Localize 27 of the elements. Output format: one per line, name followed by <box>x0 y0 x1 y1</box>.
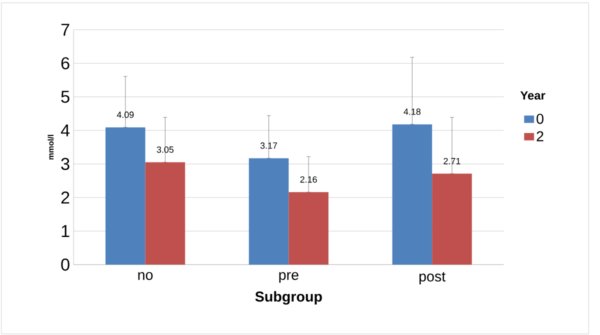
bar <box>432 173 472 264</box>
y-tick-label: 2 <box>61 191 70 204</box>
x-axis-title: Subgroup <box>255 290 322 304</box>
bar <box>392 124 432 264</box>
y-tick-label: 4 <box>60 124 70 136</box>
y-tick-label: 6 <box>61 57 70 70</box>
y-tick-label: 0 <box>61 258 70 271</box>
x-tick-label: pre <box>279 272 298 283</box>
x-tick-label: no <box>138 272 153 280</box>
bar <box>105 127 146 264</box>
data-label: 3.05 <box>156 146 174 153</box>
bar <box>288 192 328 264</box>
legend-label: 0 <box>536 114 544 124</box>
x-tick-label: post <box>419 272 446 284</box>
legend-title: Year <box>520 91 546 100</box>
data-label: 3.17 <box>260 142 278 149</box>
y-tick-label: 7 <box>61 24 70 36</box>
legend-label: 2 <box>536 131 544 142</box>
bar <box>248 158 289 264</box>
data-label: 4.18 <box>404 108 420 115</box>
y-tick-label: 1 <box>62 224 70 237</box>
y-tick-label: 5 <box>61 90 70 103</box>
bar <box>145 162 186 264</box>
data-label: 2.16 <box>300 176 317 182</box>
data-label: 2.71 <box>444 158 460 164</box>
y-tick-label: 3 <box>61 158 70 170</box>
data-label: 4.09 <box>116 111 134 118</box>
